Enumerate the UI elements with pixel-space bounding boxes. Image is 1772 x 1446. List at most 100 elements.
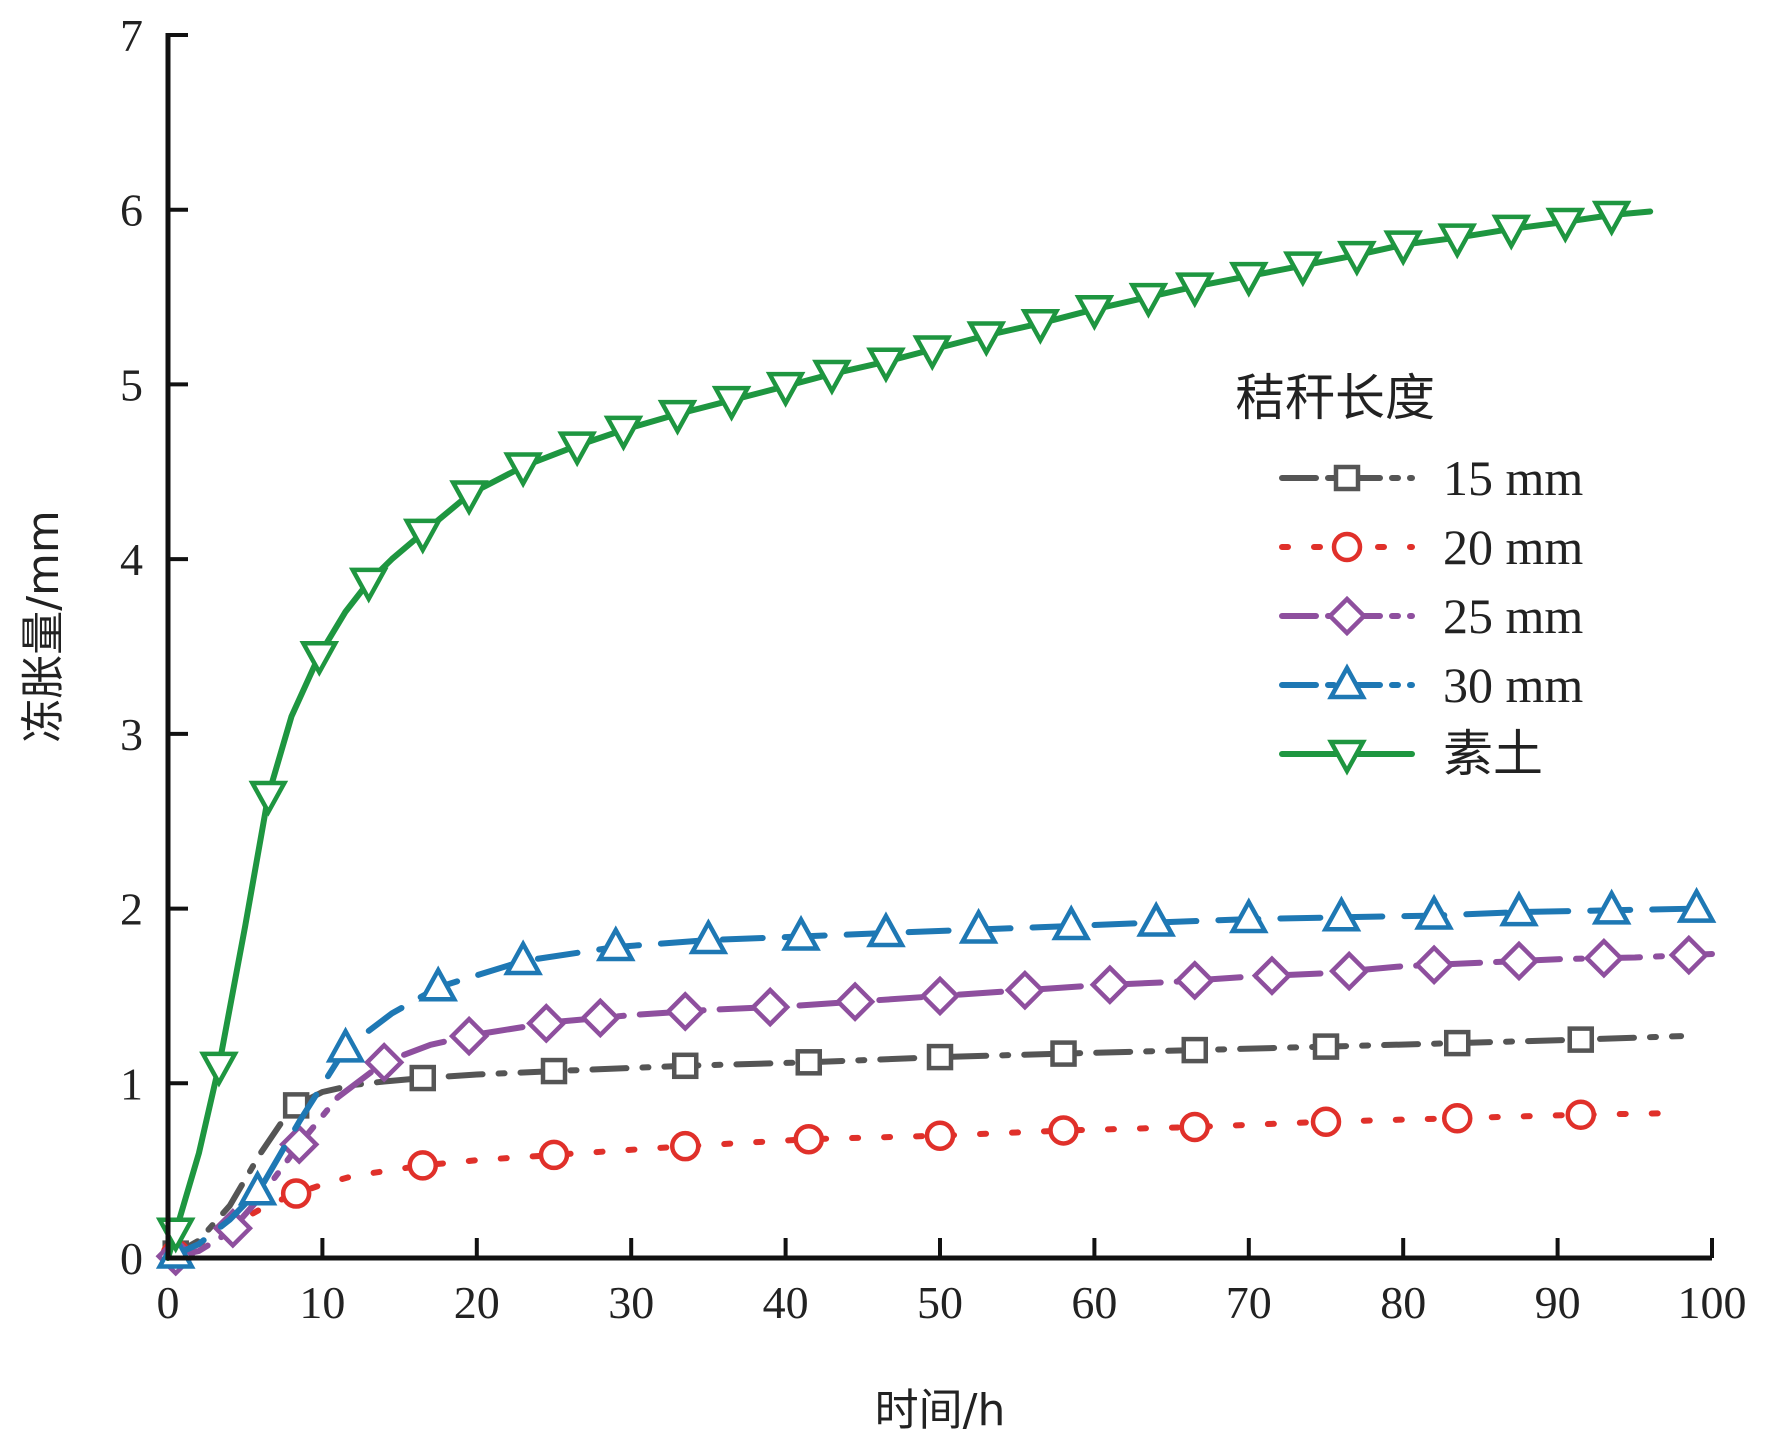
series-line <box>165 905 1700 1261</box>
series-3 <box>155 934 1715 1277</box>
legend-item: 15 mm <box>1279 450 1583 506</box>
data-point <box>526 1003 567 1044</box>
x-tick-label: 30 <box>608 1277 654 1328</box>
data-point <box>919 975 961 1017</box>
data-point <box>1136 900 1176 937</box>
data-point <box>781 914 821 951</box>
data-point <box>1181 1036 1209 1064</box>
data-point <box>812 359 852 396</box>
legend-label: 15 mm <box>1443 450 1583 506</box>
data-point <box>1020 309 1061 345</box>
legend-title: 秸秆长度 <box>1235 369 1435 427</box>
data-point <box>1545 207 1586 244</box>
data-point <box>1328 950 1370 992</box>
y-tick-label: 3 <box>120 709 143 760</box>
x-axis-title: 时间/h <box>875 1385 1006 1436</box>
y-tick-label: 7 <box>120 10 143 61</box>
data-point <box>1321 895 1362 932</box>
data-point <box>1565 1099 1597 1130</box>
data-point <box>688 918 729 955</box>
axes <box>165 33 1712 1261</box>
data-point <box>1668 934 1710 976</box>
x-tick-label: 80 <box>1380 1277 1426 1328</box>
x-tick-label: 60 <box>1071 1277 1117 1328</box>
x-tick-label: 70 <box>1226 1277 1272 1328</box>
data-point <box>765 371 806 408</box>
data-point <box>1337 240 1377 277</box>
y-tick-label: 0 <box>120 1233 143 1284</box>
data-point <box>407 1150 439 1181</box>
legend-label: 20 mm <box>1443 519 1583 575</box>
data-point <box>657 399 698 436</box>
x-tick-label: 0 <box>157 1277 180 1328</box>
series-1 <box>162 1026 1685 1267</box>
data-point <box>279 1124 320 1165</box>
y-tick-label: 4 <box>120 534 143 585</box>
data-point <box>325 1026 366 1063</box>
data-point <box>866 347 906 384</box>
data-point <box>1050 1040 1077 1067</box>
series-2 <box>160 1099 1685 1270</box>
data-point <box>540 1057 568 1085</box>
legend-marker <box>1331 531 1363 563</box>
x-tick-label: 50 <box>917 1277 963 1328</box>
data-point <box>1491 214 1532 251</box>
data-point <box>409 1064 437 1092</box>
legend-label: 25 mm <box>1443 588 1583 644</box>
data-point <box>1443 1029 1471 1057</box>
data-point <box>1567 1026 1595 1053</box>
data-point <box>538 1139 570 1171</box>
y-axis-title: 冻胀量/mm <box>18 510 69 743</box>
legend-item: 30 mm <box>1279 657 1583 713</box>
x-tick-label: 20 <box>454 1277 500 1328</box>
data-point <box>1591 888 1632 925</box>
legend-item: 素土 <box>1279 726 1543 782</box>
data-point <box>958 907 999 944</box>
data-point <box>1004 969 1046 1011</box>
data-point <box>795 1049 823 1076</box>
data-point <box>299 640 340 677</box>
series-layer <box>155 200 1717 1277</box>
data-point <box>1312 1033 1340 1060</box>
data-point <box>1499 890 1539 927</box>
data-point <box>248 780 289 817</box>
data-point <box>448 1015 490 1057</box>
data-point <box>924 1120 956 1151</box>
data-point <box>966 321 1007 358</box>
data-point <box>1591 200 1632 237</box>
data-point <box>1441 1102 1473 1134</box>
data-point <box>793 1123 825 1155</box>
data-point <box>665 991 706 1032</box>
data-point <box>1583 938 1625 979</box>
legend-marker <box>1333 464 1361 492</box>
x-tick-label: 100 <box>1678 1277 1747 1328</box>
data-point <box>669 1130 701 1162</box>
legend-label: 素土 <box>1443 726 1543 782</box>
data-point <box>348 567 389 604</box>
data-point <box>1251 955 1293 996</box>
data-point <box>402 518 443 555</box>
x-tick-label: 90 <box>1535 1277 1581 1328</box>
data-point <box>280 1178 312 1209</box>
data-point <box>1413 944 1455 986</box>
data-point <box>1676 886 1717 923</box>
data-point <box>1174 272 1215 309</box>
legend-item: 20 mm <box>1279 519 1583 575</box>
data-point <box>1414 893 1454 930</box>
legend: 秸秆长度 15 mm 20 mm 25 mm 30 mm 素土 <box>1235 369 1583 782</box>
y-tick-label: 1 <box>120 1058 143 1109</box>
data-point <box>1498 940 1540 982</box>
data-point <box>1228 897 1269 934</box>
x-tick-label: 10 <box>299 1277 345 1328</box>
data-point <box>1048 1115 1079 1146</box>
legend-item: 25 mm <box>1279 588 1583 644</box>
data-point <box>237 1169 278 1206</box>
data-point <box>711 385 752 422</box>
data-point <box>866 911 906 948</box>
data-point <box>926 1043 954 1071</box>
data-point <box>595 925 636 962</box>
data-point <box>449 480 489 517</box>
data-point <box>199 1051 239 1088</box>
series-5 <box>155 200 1654 1261</box>
